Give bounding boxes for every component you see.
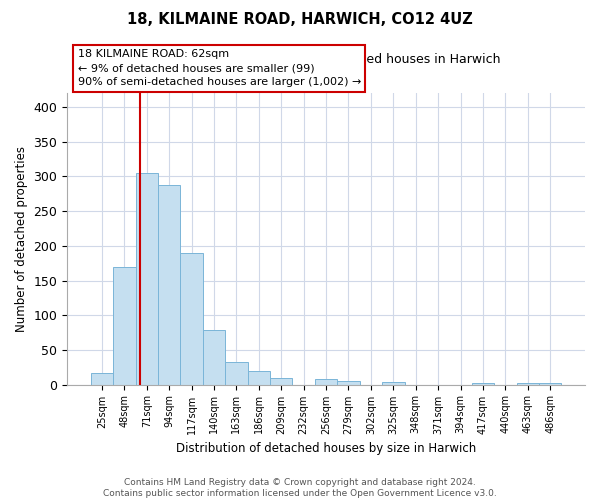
Bar <box>248 370 270 384</box>
X-axis label: Distribution of detached houses by size in Harwich: Distribution of detached houses by size … <box>176 442 476 455</box>
Bar <box>113 266 136 384</box>
Text: 18, KILMAINE ROAD, HARWICH, CO12 4UZ: 18, KILMAINE ROAD, HARWICH, CO12 4UZ <box>127 12 473 28</box>
Y-axis label: Number of detached properties: Number of detached properties <box>15 146 28 332</box>
Text: Contains HM Land Registry data © Crown copyright and database right 2024.
Contai: Contains HM Land Registry data © Crown c… <box>103 478 497 498</box>
Bar <box>203 330 225 384</box>
Text: 18 KILMAINE ROAD: 62sqm
← 9% of detached houses are smaller (99)
90% of semi-det: 18 KILMAINE ROAD: 62sqm ← 9% of detached… <box>77 50 361 88</box>
Bar <box>181 253 203 384</box>
Bar <box>472 383 494 384</box>
Bar <box>337 381 360 384</box>
Title: Size of property relative to detached houses in Harwich: Size of property relative to detached ho… <box>152 52 500 66</box>
Bar <box>270 378 292 384</box>
Bar <box>315 379 337 384</box>
Bar <box>158 186 181 384</box>
Bar <box>225 362 248 384</box>
Bar <box>382 382 404 384</box>
Bar <box>136 173 158 384</box>
Bar <box>539 383 562 384</box>
Bar <box>517 383 539 384</box>
Bar <box>91 373 113 384</box>
